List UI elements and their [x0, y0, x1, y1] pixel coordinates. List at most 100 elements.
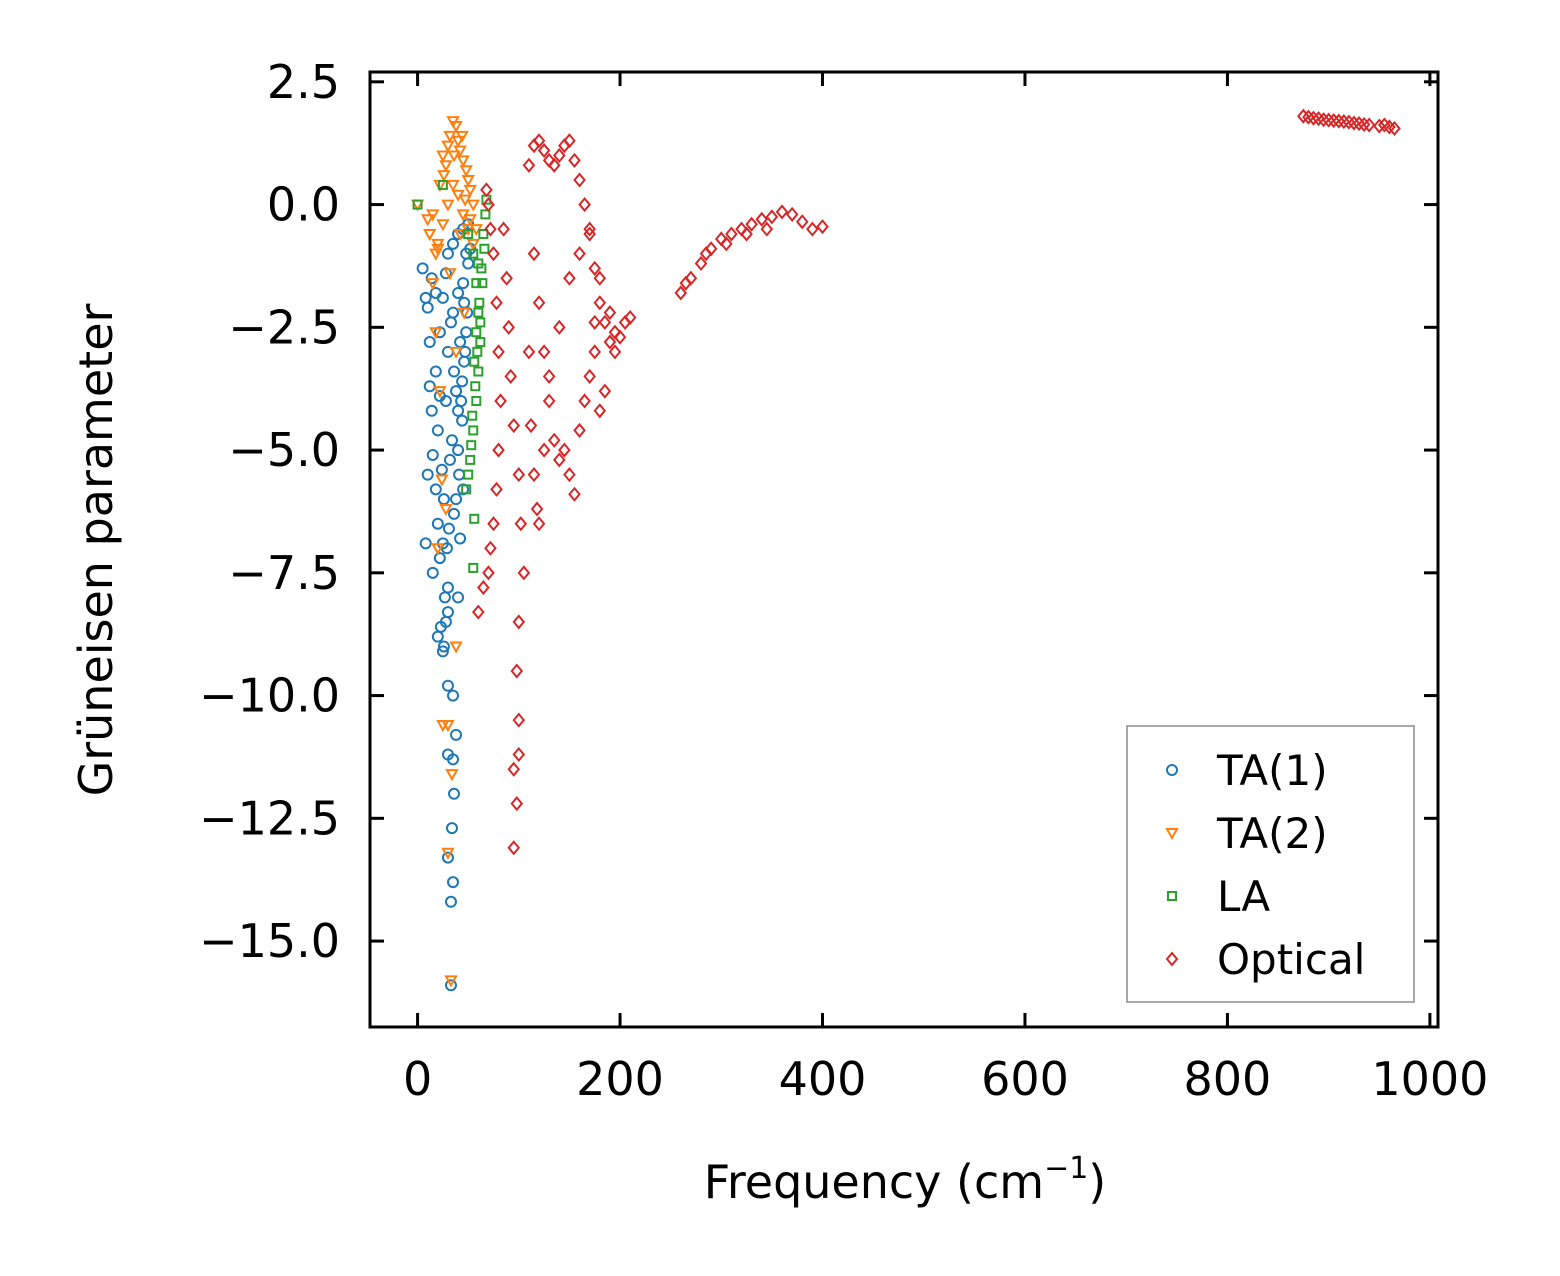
- data-point: [593, 295, 607, 311]
- data-point: [431, 243, 445, 256]
- data-point: [466, 199, 480, 212]
- data-point: [755, 211, 769, 227]
- data-point: [438, 591, 451, 604]
- data-point: [514, 516, 528, 532]
- data-point: [468, 562, 479, 573]
- data-point: [532, 516, 546, 532]
- data-point: [806, 221, 819, 237]
- y-tick-label: −2.5: [228, 300, 340, 354]
- x-axis-label-superscript: −1: [1044, 1151, 1088, 1186]
- data-point: [466, 440, 477, 451]
- data-point: [795, 214, 809, 230]
- data-point: [426, 448, 439, 461]
- series-ta-1: [416, 218, 477, 992]
- data-point: [487, 246, 500, 262]
- data-point: [479, 243, 490, 254]
- data-point: [492, 344, 505, 360]
- data-point: [474, 297, 485, 308]
- data-point: [423, 229, 437, 242]
- data-point: [477, 579, 490, 596]
- y-tick-label: 2.5: [267, 55, 340, 109]
- data-point: [429, 483, 442, 496]
- legend-entry: Optical: [1165, 935, 1365, 984]
- data-point: [441, 847, 455, 860]
- x-tick-label: 0: [403, 1052, 432, 1106]
- data-point: [436, 150, 450, 163]
- data-point: [473, 307, 484, 318]
- data-point: [1327, 113, 1341, 129]
- data-point: [437, 170, 451, 183]
- data-point: [578, 393, 591, 409]
- data-point: [507, 417, 521, 434]
- data-point: [463, 469, 474, 480]
- x-axis-label: Frequency (cm−1): [704, 1151, 1107, 1209]
- legend: TA(1) TA(2) LA Optical: [1126, 725, 1415, 1003]
- legend-entry: LA: [1167, 872, 1270, 921]
- data-point: [444, 316, 457, 329]
- data-point: [532, 133, 546, 149]
- data-point: [439, 503, 453, 517]
- data-point: [455, 130, 469, 143]
- data-point: [492, 442, 505, 458]
- data-point: [482, 197, 495, 213]
- data-point: [775, 204, 789, 220]
- data-point: [467, 410, 478, 421]
- data-point: [568, 152, 581, 168]
- data-point: [435, 474, 449, 487]
- legend-label: TA(2): [1216, 809, 1328, 858]
- data-point: [450, 728, 463, 741]
- legend-entry: TA(1): [1166, 746, 1328, 795]
- y-tick-label: −15.0: [199, 914, 340, 968]
- data-point: [547, 432, 561, 448]
- axis-ticks: 0 200 400 600 800 1000 2.5 0.0 −2.5 −5.0 −7.5 −10.0…: [199, 55, 1488, 1106]
- data-point: [679, 275, 693, 291]
- data-point: [454, 532, 467, 545]
- y-tick-label: −12.5: [199, 791, 340, 845]
- data-point: [502, 319, 515, 335]
- data-point: [1378, 117, 1391, 133]
- data-point: [444, 895, 457, 908]
- data-point: [542, 368, 556, 384]
- data-point: [512, 614, 526, 630]
- data-point: [446, 179, 460, 192]
- data-point: [463, 184, 477, 197]
- data-point: [452, 591, 465, 604]
- data-point: [445, 769, 459, 782]
- data-point: [517, 565, 531, 581]
- data-point: [425, 404, 438, 417]
- data-point: [470, 381, 481, 392]
- data-point: [1357, 116, 1371, 133]
- data-point: [429, 286, 442, 299]
- data-point: [447, 689, 460, 702]
- data-point: [455, 394, 468, 407]
- data-point: [563, 467, 576, 483]
- data-point: [471, 395, 482, 406]
- data-point: [441, 679, 454, 692]
- data-point: [433, 552, 446, 565]
- data-point: [465, 454, 476, 465]
- data-point: [426, 278, 440, 291]
- data-point: [437, 179, 448, 190]
- data-point: [441, 140, 455, 153]
- data-point: [442, 522, 455, 535]
- data-point: [472, 346, 483, 357]
- data-point: [416, 262, 429, 275]
- data-point: [443, 268, 457, 281]
- data-point: [542, 393, 556, 409]
- data-point: [527, 246, 541, 262]
- data-point: [431, 543, 445, 556]
- data-point: [553, 452, 566, 468]
- y-tick-label: −10.0: [199, 669, 340, 723]
- data-point: [603, 305, 617, 321]
- data-point: [429, 365, 442, 378]
- data-point: [421, 301, 434, 314]
- data-point: [1362, 117, 1376, 133]
- data-point: [456, 155, 470, 168]
- data-point: [537, 344, 551, 360]
- data-point: [497, 221, 510, 237]
- data-point: [530, 501, 544, 517]
- data-point: [448, 365, 461, 378]
- y-tick-label: 0.0: [267, 178, 340, 232]
- data-point: [461, 484, 472, 495]
- data-point: [452, 286, 465, 299]
